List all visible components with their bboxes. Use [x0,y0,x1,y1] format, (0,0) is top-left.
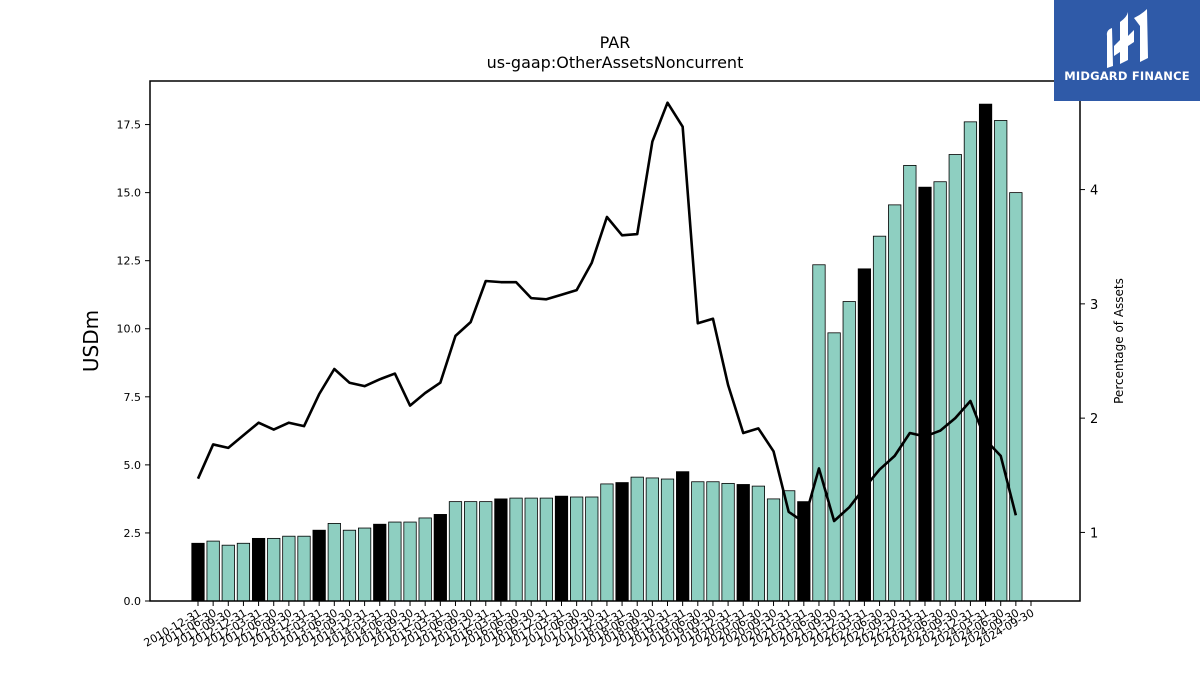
bar [933,181,947,602]
bar [342,529,357,602]
y-axis-label: USDm [79,310,103,372]
bar [570,496,584,602]
y-tick-label: 5.0 [124,459,142,472]
bar [812,264,826,602]
line-series [196,101,1018,524]
y2-tick-label: 3 [1090,298,1098,313]
bar [1009,192,1023,602]
bar [388,521,402,602]
bar [464,501,478,602]
logo-text: MIDGARD FINANCE [1064,69,1190,83]
bar [903,164,917,602]
bar [236,542,251,602]
bar [676,471,690,602]
bar [978,103,993,602]
midgard-logo-icon [1106,9,1148,68]
bar [736,484,750,602]
bar [600,483,614,602]
chart-subtitle: us-gaap:OtherAssetsNoncurrent [487,53,744,72]
bar [630,476,644,602]
bar [827,332,841,602]
bar [327,523,341,602]
x-axis: 2010-12-312011-06-302011-09-302012-12-31… [142,601,1037,650]
y-tick-label: 17.5 [117,119,142,132]
bar [373,523,387,602]
bar [721,482,735,602]
line-group [196,101,1018,524]
bar [706,481,720,602]
bar [857,268,872,602]
bar [494,498,508,602]
bar [267,537,281,602]
bar [206,540,220,602]
bar [357,527,372,602]
y2-tick-label: 2 [1090,412,1098,427]
bar [524,497,538,602]
bar-group [191,103,1023,602]
right-axis: 1 2 3 4 [1080,184,1098,541]
bar [297,535,311,602]
bar [479,501,493,602]
bar [751,485,765,602]
bar [842,301,856,602]
y2-tick-label: 4 [1090,184,1098,199]
bar [691,481,705,602]
bar [282,535,296,602]
y-tick-label: 12.5 [117,255,142,268]
bar [418,517,432,602]
bar [554,495,569,602]
bar [948,154,962,602]
bar [615,482,629,602]
bar [918,186,932,602]
y-tick-label: 2.5 [124,527,142,540]
bar [888,204,902,602]
bar [221,544,235,602]
bar [660,478,675,602]
chart-title: PAR [600,33,631,52]
y-tick-label: 15.0 [117,187,142,200]
bar [509,497,523,602]
bar [539,497,553,602]
plot-frame [149,80,1081,602]
midgard-finance-logo: MIDGARD FINANCE [1054,0,1200,101]
y-tick-label: 10.0 [117,323,142,336]
bar [585,496,599,602]
bar [963,121,978,602]
bar [797,501,811,602]
bar [191,542,205,602]
y2-tick-label: 1 [1090,526,1098,541]
bar [766,498,781,602]
y2-axis-label: Percentage of Assets [1112,278,1126,404]
left-axis: 0.0 2.5 5.0 7.5 10.0 12.5 15.0 17.5 [117,119,150,608]
bar [872,235,887,602]
bar [645,477,659,602]
bar [312,529,326,602]
bar [433,514,447,602]
y-tick-label: 7.5 [124,391,142,404]
bar [994,120,1008,602]
bar [251,537,266,602]
bar [403,521,417,602]
bar [448,501,463,602]
y-tick-label: 0.0 [124,595,142,608]
